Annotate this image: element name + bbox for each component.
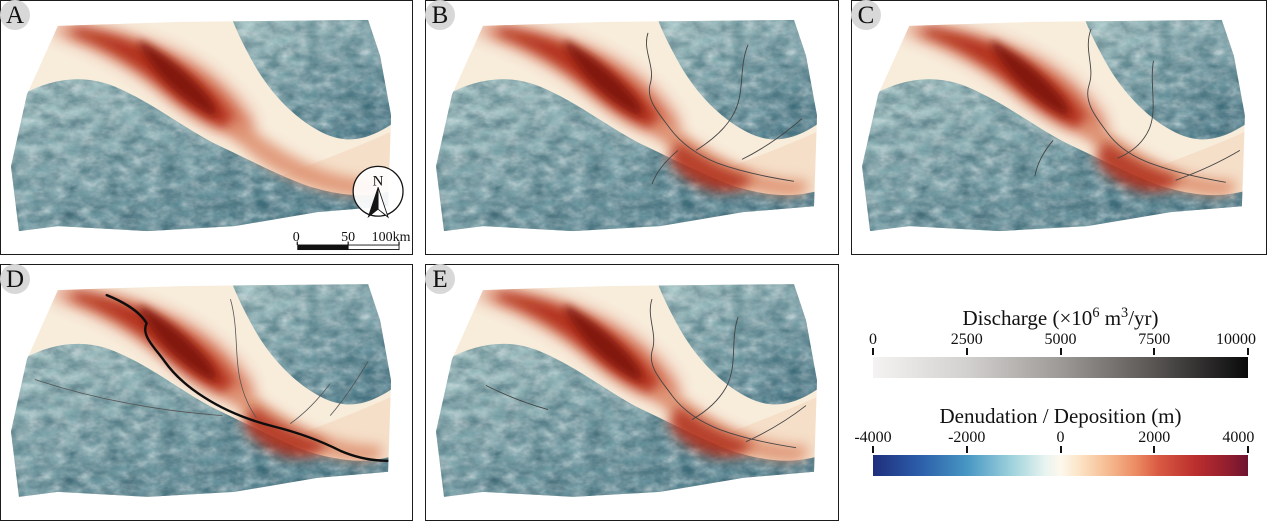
tick-label: 7500 (1138, 331, 1171, 348)
terrain-map-e (426, 265, 838, 520)
tick-label: 0 (869, 331, 877, 348)
tick-label: 2000 (1138, 429, 1171, 446)
panel-a: A (0, 0, 413, 255)
panel-letter: D (5, 265, 25, 293)
panel-letter: B (431, 1, 449, 29)
compass-rose (352, 165, 404, 218)
panel-label-c: C (851, 0, 881, 30)
panel-letter: E (432, 265, 448, 293)
terrain-render (434, 18, 820, 232)
tick-mark (1153, 348, 1156, 355)
tick-label: -4000 (854, 429, 892, 446)
terrain-render (434, 282, 820, 498)
panel-c: C (851, 0, 1267, 255)
panel-b: B (425, 0, 839, 255)
tick-label: 2500 (950, 331, 983, 348)
tick-mark (1059, 348, 1062, 355)
tick-label: 4000 (1222, 429, 1255, 446)
denudation-tick-marks (872, 446, 1249, 453)
discharge-gradient-bar (873, 357, 1248, 378)
panel-label-b: B (425, 0, 455, 30)
tick-label: -2000 (948, 429, 986, 446)
denudation-title: Denudation / Deposition (m) (939, 404, 1182, 428)
terrain-map-a (1, 1, 412, 251)
panel-e: E (425, 264, 839, 521)
denudation-tick-labels: -4000 -2000 0 2000 4000 (854, 429, 1254, 446)
tick-mark (872, 446, 874, 453)
tick-mark (965, 446, 968, 453)
terrain-render (860, 18, 1248, 232)
tick-mark (1247, 446, 1249, 453)
denudation-colorbar: Denudation / Deposition (m) -4000 -2000 … (854, 403, 1254, 476)
tick-label: 0 (1056, 429, 1065, 446)
tick-mark (1153, 446, 1156, 453)
terrain-render (9, 282, 394, 498)
discharge-title-text: m (1099, 306, 1122, 330)
discharge-title-sup: 6 (1092, 305, 1100, 321)
scale-bar (292, 229, 412, 251)
discharge-title-text: Discharge (×10 (962, 306, 1093, 330)
panel-label-a: A (0, 0, 30, 30)
discharge-tick-labels: 0 2500 5000 7500 10000 (869, 331, 1256, 348)
tick-mark (872, 348, 874, 355)
discharge-title-sup: 3 (1121, 305, 1129, 321)
discharge-title-text: /yr) (1128, 306, 1159, 330)
panel-letter: A (5, 1, 25, 29)
discharge-title: Discharge (×106 m3/yr) (873, 300, 1248, 331)
terrain-map-c (852, 1, 1266, 254)
terrain-render (9, 18, 394, 232)
discharge-colorbar: Discharge (×106 m3/yr) 0 2500 5000 7500 … (869, 300, 1256, 378)
tick-label: 10000 (1216, 331, 1256, 348)
tick-label: 5000 (1044, 331, 1077, 348)
tick-mark (965, 348, 968, 355)
panel-letter: C (857, 1, 875, 29)
tick-mark (1247, 348, 1249, 355)
terrain-map-b (426, 1, 838, 254)
panel-d: D (0, 264, 413, 521)
tick-mark (1059, 446, 1062, 453)
denudation-gradient-bar (873, 455, 1248, 476)
panel-label-e: E (425, 264, 455, 294)
discharge-tick-marks (872, 348, 1249, 355)
terrain-map-d (1, 265, 412, 520)
legend-area: Discharge (×106 m3/yr) 0 2500 5000 7500 … (851, 264, 1267, 521)
panel-label-d: D (0, 264, 30, 294)
